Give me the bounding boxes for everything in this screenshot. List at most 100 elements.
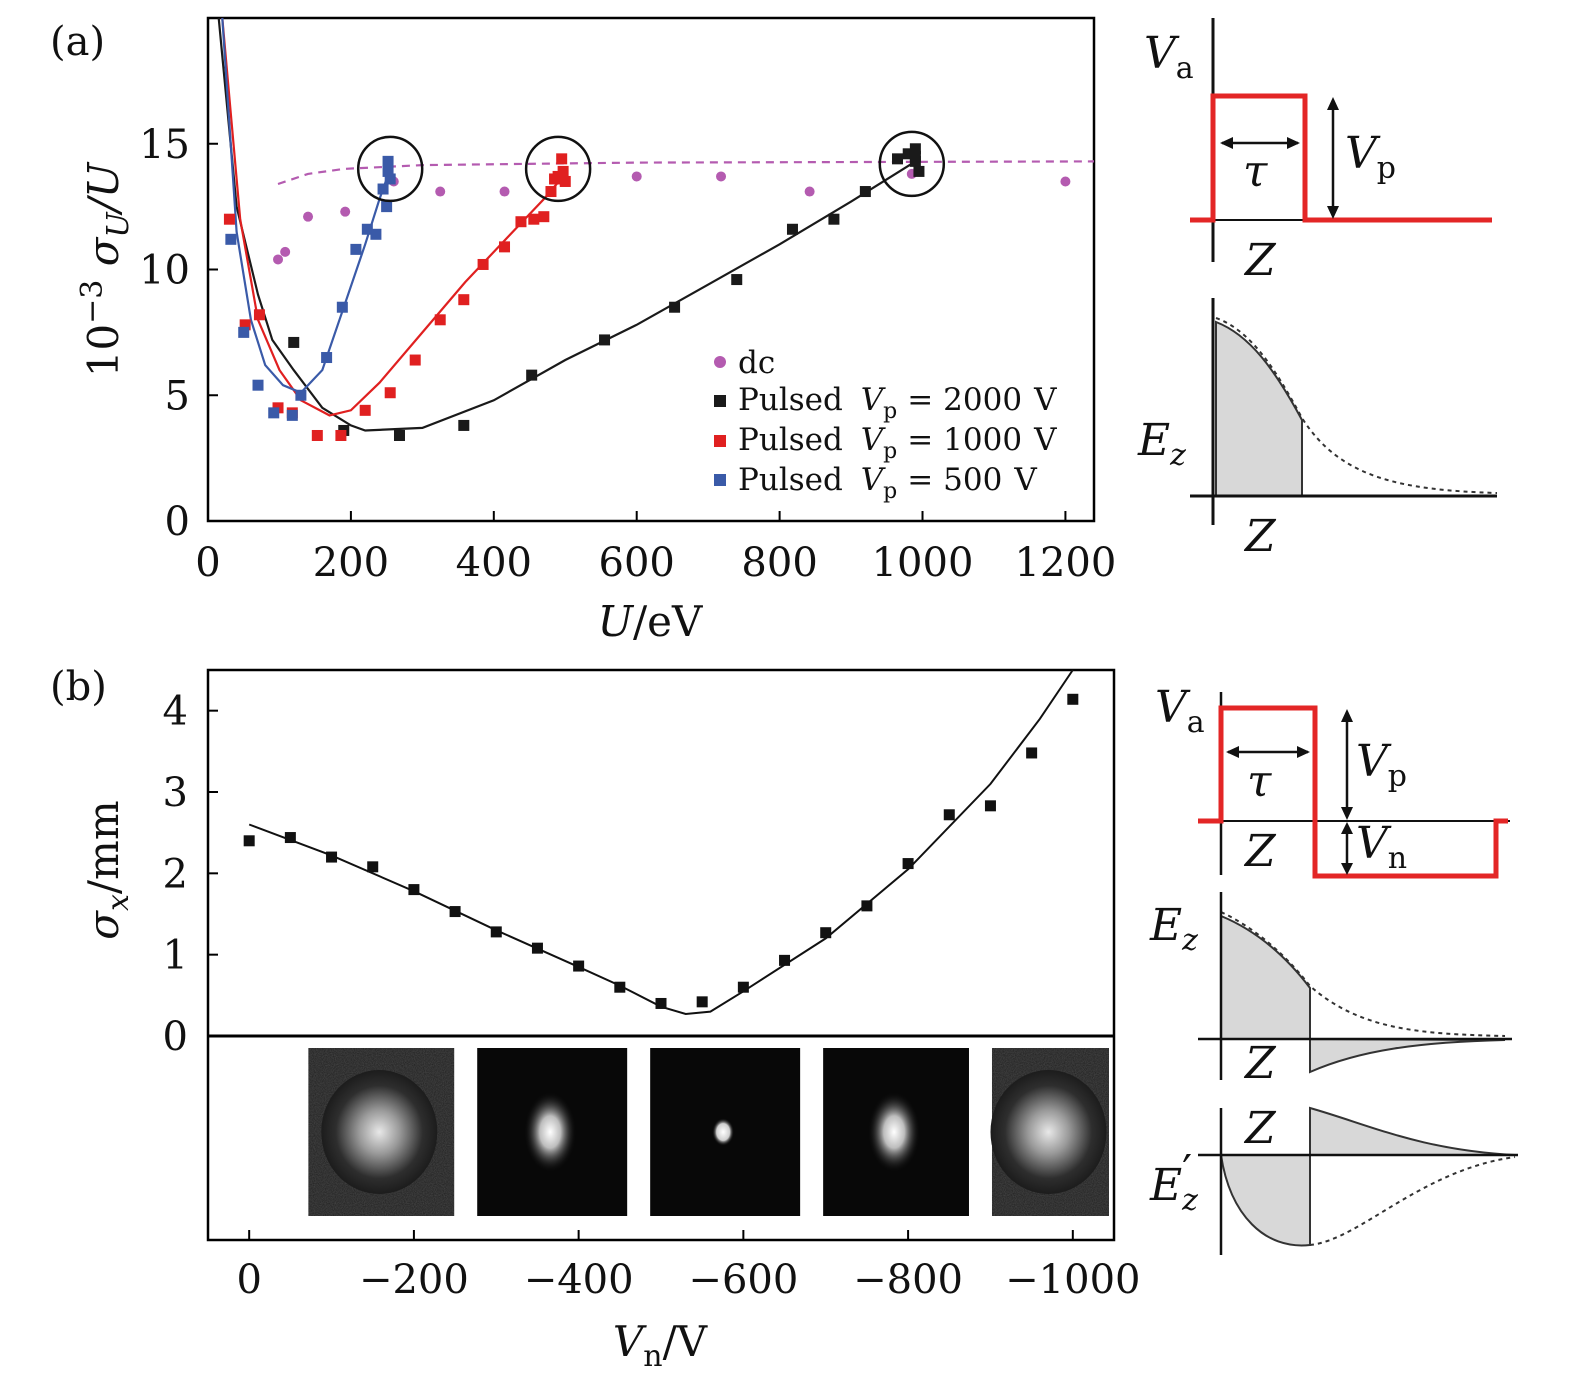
chart-a-point-2: [311, 429, 323, 441]
legend-label-500: Pulsed Vp = 500 V: [738, 462, 1037, 504]
schematic-a-field-z-label: Z: [1243, 511, 1277, 562]
chart-b-point: [820, 927, 832, 939]
beam-spot: [868, 1092, 921, 1172]
chart-a-xtick-label: 1200: [1015, 540, 1117, 586]
chart-a-point-2: [545, 186, 557, 198]
beam-spot-image-3: [823, 1048, 969, 1216]
chart-a-series-line-1: [217, 17, 916, 432]
legend: dc Pulsed Vp = 2000 V Pulsed Vp = 1000 V Pulse…: [714, 345, 1057, 504]
chart-a-point-2: [409, 354, 421, 366]
chart-a-point-3: [382, 155, 394, 167]
chart-b-point: [284, 832, 296, 844]
chart-a-xtick-label: 0: [195, 540, 220, 586]
chart-b-point: [943, 809, 955, 821]
chart-b-xtick-label: 0: [236, 1257, 261, 1303]
schematic-b-tau-arrowhead-left: [1226, 746, 1239, 758]
beam-spot: [321, 1070, 438, 1194]
chart-b-xtick-label: −800: [853, 1257, 963, 1303]
chart-a-point-1: [731, 274, 743, 286]
chart-a-point-2: [556, 153, 568, 165]
legend-label-1000: Pulsed Vp = 1000 V: [738, 422, 1057, 464]
chart-a-point-3: [238, 326, 250, 338]
schematic-b-tau-arrowhead-right: [1297, 746, 1310, 758]
chart-a-point-2: [384, 387, 396, 399]
schematic-b-vp-arrowhead-top: [1341, 709, 1353, 722]
panel-label-a: (a): [50, 19, 105, 65]
chart-a-point-3: [295, 389, 307, 401]
chart-a-point-2: [515, 216, 527, 228]
chart-b-point: [1067, 693, 1079, 705]
chart-a-point-2: [223, 213, 235, 225]
chart-b-xtick-label: −200: [359, 1257, 469, 1303]
chart-a-point-1: [669, 301, 681, 313]
chart-a-point-0: [804, 186, 815, 197]
chart-a-point-0: [716, 171, 727, 182]
chart-a-point-3: [286, 409, 298, 421]
chart-b-point: [531, 942, 543, 954]
chart-b-point: [737, 981, 749, 993]
chart-a-point-0: [303, 211, 314, 222]
chart-a-highlight-circle: [356, 135, 424, 203]
schematic-b-vn-label: Vn: [1356, 818, 1407, 876]
legend-marker-500: [714, 474, 726, 486]
schematic-b-ez-static-curve: [1220, 911, 1506, 1037]
chart-a-point-2: [538, 211, 550, 223]
chart-a-point-0: [435, 186, 446, 197]
chart-a-point-3: [361, 223, 373, 235]
schematic-b-va-label: Va: [1155, 682, 1205, 740]
chart-a-point-1: [902, 148, 914, 160]
beam-spot: [524, 1092, 577, 1172]
chart-a-point-2: [359, 404, 371, 416]
schematic-b-vn-arrowhead-bottom: [1341, 863, 1353, 875]
chart-a-point-1: [599, 334, 611, 346]
schematic-a-va-label: Va: [1144, 28, 1194, 86]
chart-b-point: [984, 800, 996, 812]
chart-a-point-1: [913, 165, 925, 177]
beam-spot-image-0: [308, 1048, 455, 1216]
chart-a-series-line-2: [221, 17, 567, 417]
chart-b-point: [655, 997, 667, 1009]
chart-a-point-0: [1060, 176, 1071, 187]
schematic-a-ez-label: Ez: [1137, 415, 1186, 473]
schematic-b-ez-negative-area: [1309, 1037, 1506, 1074]
chart-a-series-line-0: [277, 160, 1095, 186]
schematic-b-ez-z-label: Z: [1243, 1038, 1277, 1089]
chart-a-highlight-circle: [524, 135, 592, 203]
chart-a-xtick-label: 200: [313, 540, 389, 586]
chart-a-point-3: [377, 183, 389, 195]
chart-a-point-2: [477, 258, 489, 270]
schematic-b-ezprime-label: E′ z: [1149, 1146, 1198, 1218]
chart-a-point-2: [557, 165, 569, 177]
schematic-a-field-static-curve: [1215, 317, 1498, 494]
chart-a-point-2: [528, 213, 540, 225]
chart-a-point-3: [225, 233, 237, 245]
chart-a-point-2: [499, 241, 511, 253]
schematic-b-vp-arrowhead-bottom: [1341, 807, 1353, 820]
schematic-a-z-label: Z: [1243, 235, 1277, 286]
beam-spot: [990, 1070, 1107, 1194]
schematic-a-vp-arrowhead-top: [1327, 97, 1339, 110]
chart-b-point: [1026, 747, 1038, 759]
chart-a-point-3: [321, 352, 333, 364]
chart-a-ytick-label: 0: [165, 499, 190, 545]
chart-b-xlabel: Vn/V: [613, 1317, 708, 1374]
chart-a-point-3: [336, 301, 348, 313]
chart-b-point: [902, 858, 914, 870]
chart-a-point-2: [458, 294, 470, 306]
chart-a-point-0: [631, 171, 642, 182]
schematic-b-ezprime-static-curve: [1309, 1156, 1516, 1246]
chart-b-point: [861, 900, 873, 912]
schematic-a-tau-label: τ: [1243, 146, 1268, 197]
chart-b-xtick-label: −400: [524, 1257, 634, 1303]
chart-b-point: [408, 884, 420, 896]
schematic-a-tau-arrowhead-left: [1220, 137, 1233, 149]
chart-a-ytick-label: 5: [165, 373, 190, 419]
schematic-b-ezprime: E′ z Z: [1149, 1103, 1518, 1255]
chart-b-ytick-label: 1: [163, 933, 188, 979]
chart-b-point: [614, 981, 626, 993]
chart-a-point-2: [253, 309, 265, 321]
chart-a-ytick-label: 10: [139, 248, 190, 294]
chart-b-point: [326, 851, 338, 863]
legend-marker-dc: [714, 356, 726, 368]
